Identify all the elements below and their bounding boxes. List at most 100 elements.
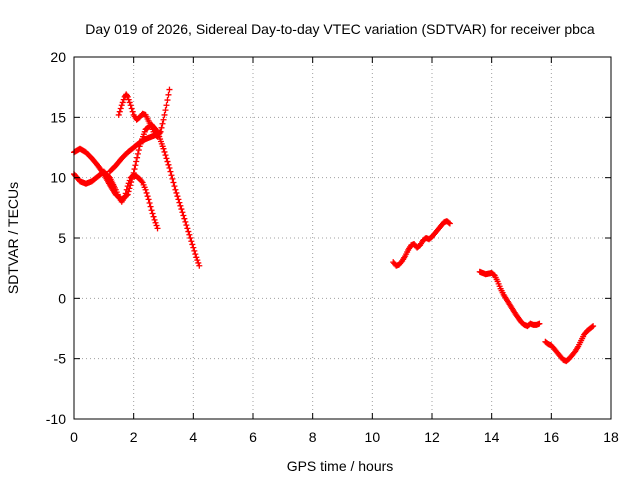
data-point <box>166 165 173 172</box>
axis-ticks: 0 2 4 6 8 10 12 14 16 18 -10 -5 0 5 10 15 20 <box>46 49 619 445</box>
data-point <box>138 178 145 185</box>
data-point <box>158 124 165 131</box>
data-point <box>115 111 122 118</box>
data-point <box>126 185 133 192</box>
data-point <box>127 182 134 189</box>
data-point <box>174 193 181 200</box>
data-point <box>142 186 149 193</box>
data-point <box>132 162 139 169</box>
data-point <box>130 169 137 176</box>
series-arc-a <box>71 168 161 232</box>
data-point <box>154 225 161 232</box>
data-point <box>159 120 166 127</box>
data-point <box>124 93 131 100</box>
data-point <box>170 179 177 186</box>
data-point <box>188 238 195 245</box>
series-arc-g <box>542 323 597 365</box>
y-tick-label: 10 <box>50 170 66 186</box>
data-point <box>590 323 597 330</box>
data-point <box>145 196 152 203</box>
data-point <box>117 105 124 112</box>
series-arc-b <box>71 121 203 269</box>
data-point <box>128 179 135 186</box>
data-point <box>119 99 126 106</box>
data-point <box>589 323 596 330</box>
data-point <box>146 200 153 207</box>
data-point <box>179 209 186 216</box>
data-point <box>127 102 134 109</box>
data-point <box>168 172 175 179</box>
data-point <box>116 108 123 115</box>
y-tick-label: 15 <box>50 109 66 125</box>
data-point <box>135 147 142 154</box>
x-tick-label: 18 <box>603 429 619 445</box>
data-point <box>193 254 200 261</box>
data-point <box>160 145 167 152</box>
x-tick-label: 6 <box>249 429 257 445</box>
data-point <box>148 207 155 214</box>
x-axis-title: GPS time / hours <box>287 458 394 474</box>
data-point <box>445 219 452 226</box>
data-point <box>125 188 132 195</box>
data-point <box>186 231 193 238</box>
data-point <box>123 192 130 199</box>
x-tick-label: 0 <box>70 429 78 445</box>
data-point <box>134 150 141 157</box>
data-point <box>175 196 182 203</box>
data-point <box>152 219 159 226</box>
data-point <box>147 203 154 210</box>
series-arc-f <box>476 268 543 330</box>
data-point <box>131 166 138 173</box>
data-point <box>446 220 453 227</box>
data-point <box>167 168 174 175</box>
data-point <box>144 193 151 200</box>
data-point <box>129 108 136 115</box>
x-tick-label: 2 <box>130 429 138 445</box>
x-tick-label: 14 <box>484 429 500 445</box>
data-point <box>128 176 135 183</box>
data-point <box>149 210 156 217</box>
data-point <box>164 97 171 104</box>
data-point <box>134 154 141 161</box>
y-tick-label: -10 <box>46 411 66 427</box>
data-point <box>185 228 192 235</box>
x-tick-label: 4 <box>189 429 197 445</box>
data-point <box>184 225 191 232</box>
data-point <box>129 172 136 179</box>
data-point <box>183 222 190 229</box>
data-point <box>162 107 169 114</box>
data-point <box>153 222 160 229</box>
y-axis-title: SDTVAR / TECUs <box>5 182 21 294</box>
data-point <box>176 199 183 206</box>
series-arc-d <box>106 128 164 175</box>
series-arc-c <box>115 86 173 140</box>
data-point <box>125 96 132 103</box>
data-point <box>196 262 203 269</box>
data-point <box>195 259 202 266</box>
y-tick-label: 0 <box>58 290 66 306</box>
data-point <box>177 202 184 209</box>
data-point <box>123 92 130 99</box>
data-point <box>536 320 543 327</box>
data-point <box>171 183 178 190</box>
data-point <box>194 257 201 264</box>
y-tick-label: 20 <box>50 49 66 65</box>
data-point <box>165 91 172 98</box>
grid-lines <box>74 57 611 419</box>
data-point <box>169 175 176 182</box>
data-point <box>124 191 131 198</box>
data-point <box>165 161 172 168</box>
data-point <box>191 247 198 254</box>
data-point <box>164 158 171 165</box>
data-point <box>126 99 133 106</box>
y-tick-label: -5 <box>54 351 67 367</box>
data-point <box>189 241 196 248</box>
data-point <box>190 244 197 251</box>
data-point <box>133 158 140 165</box>
data-point <box>162 152 169 159</box>
data-points <box>71 86 597 365</box>
data-point <box>163 155 170 162</box>
data-point <box>143 189 150 196</box>
data-point <box>163 102 170 109</box>
